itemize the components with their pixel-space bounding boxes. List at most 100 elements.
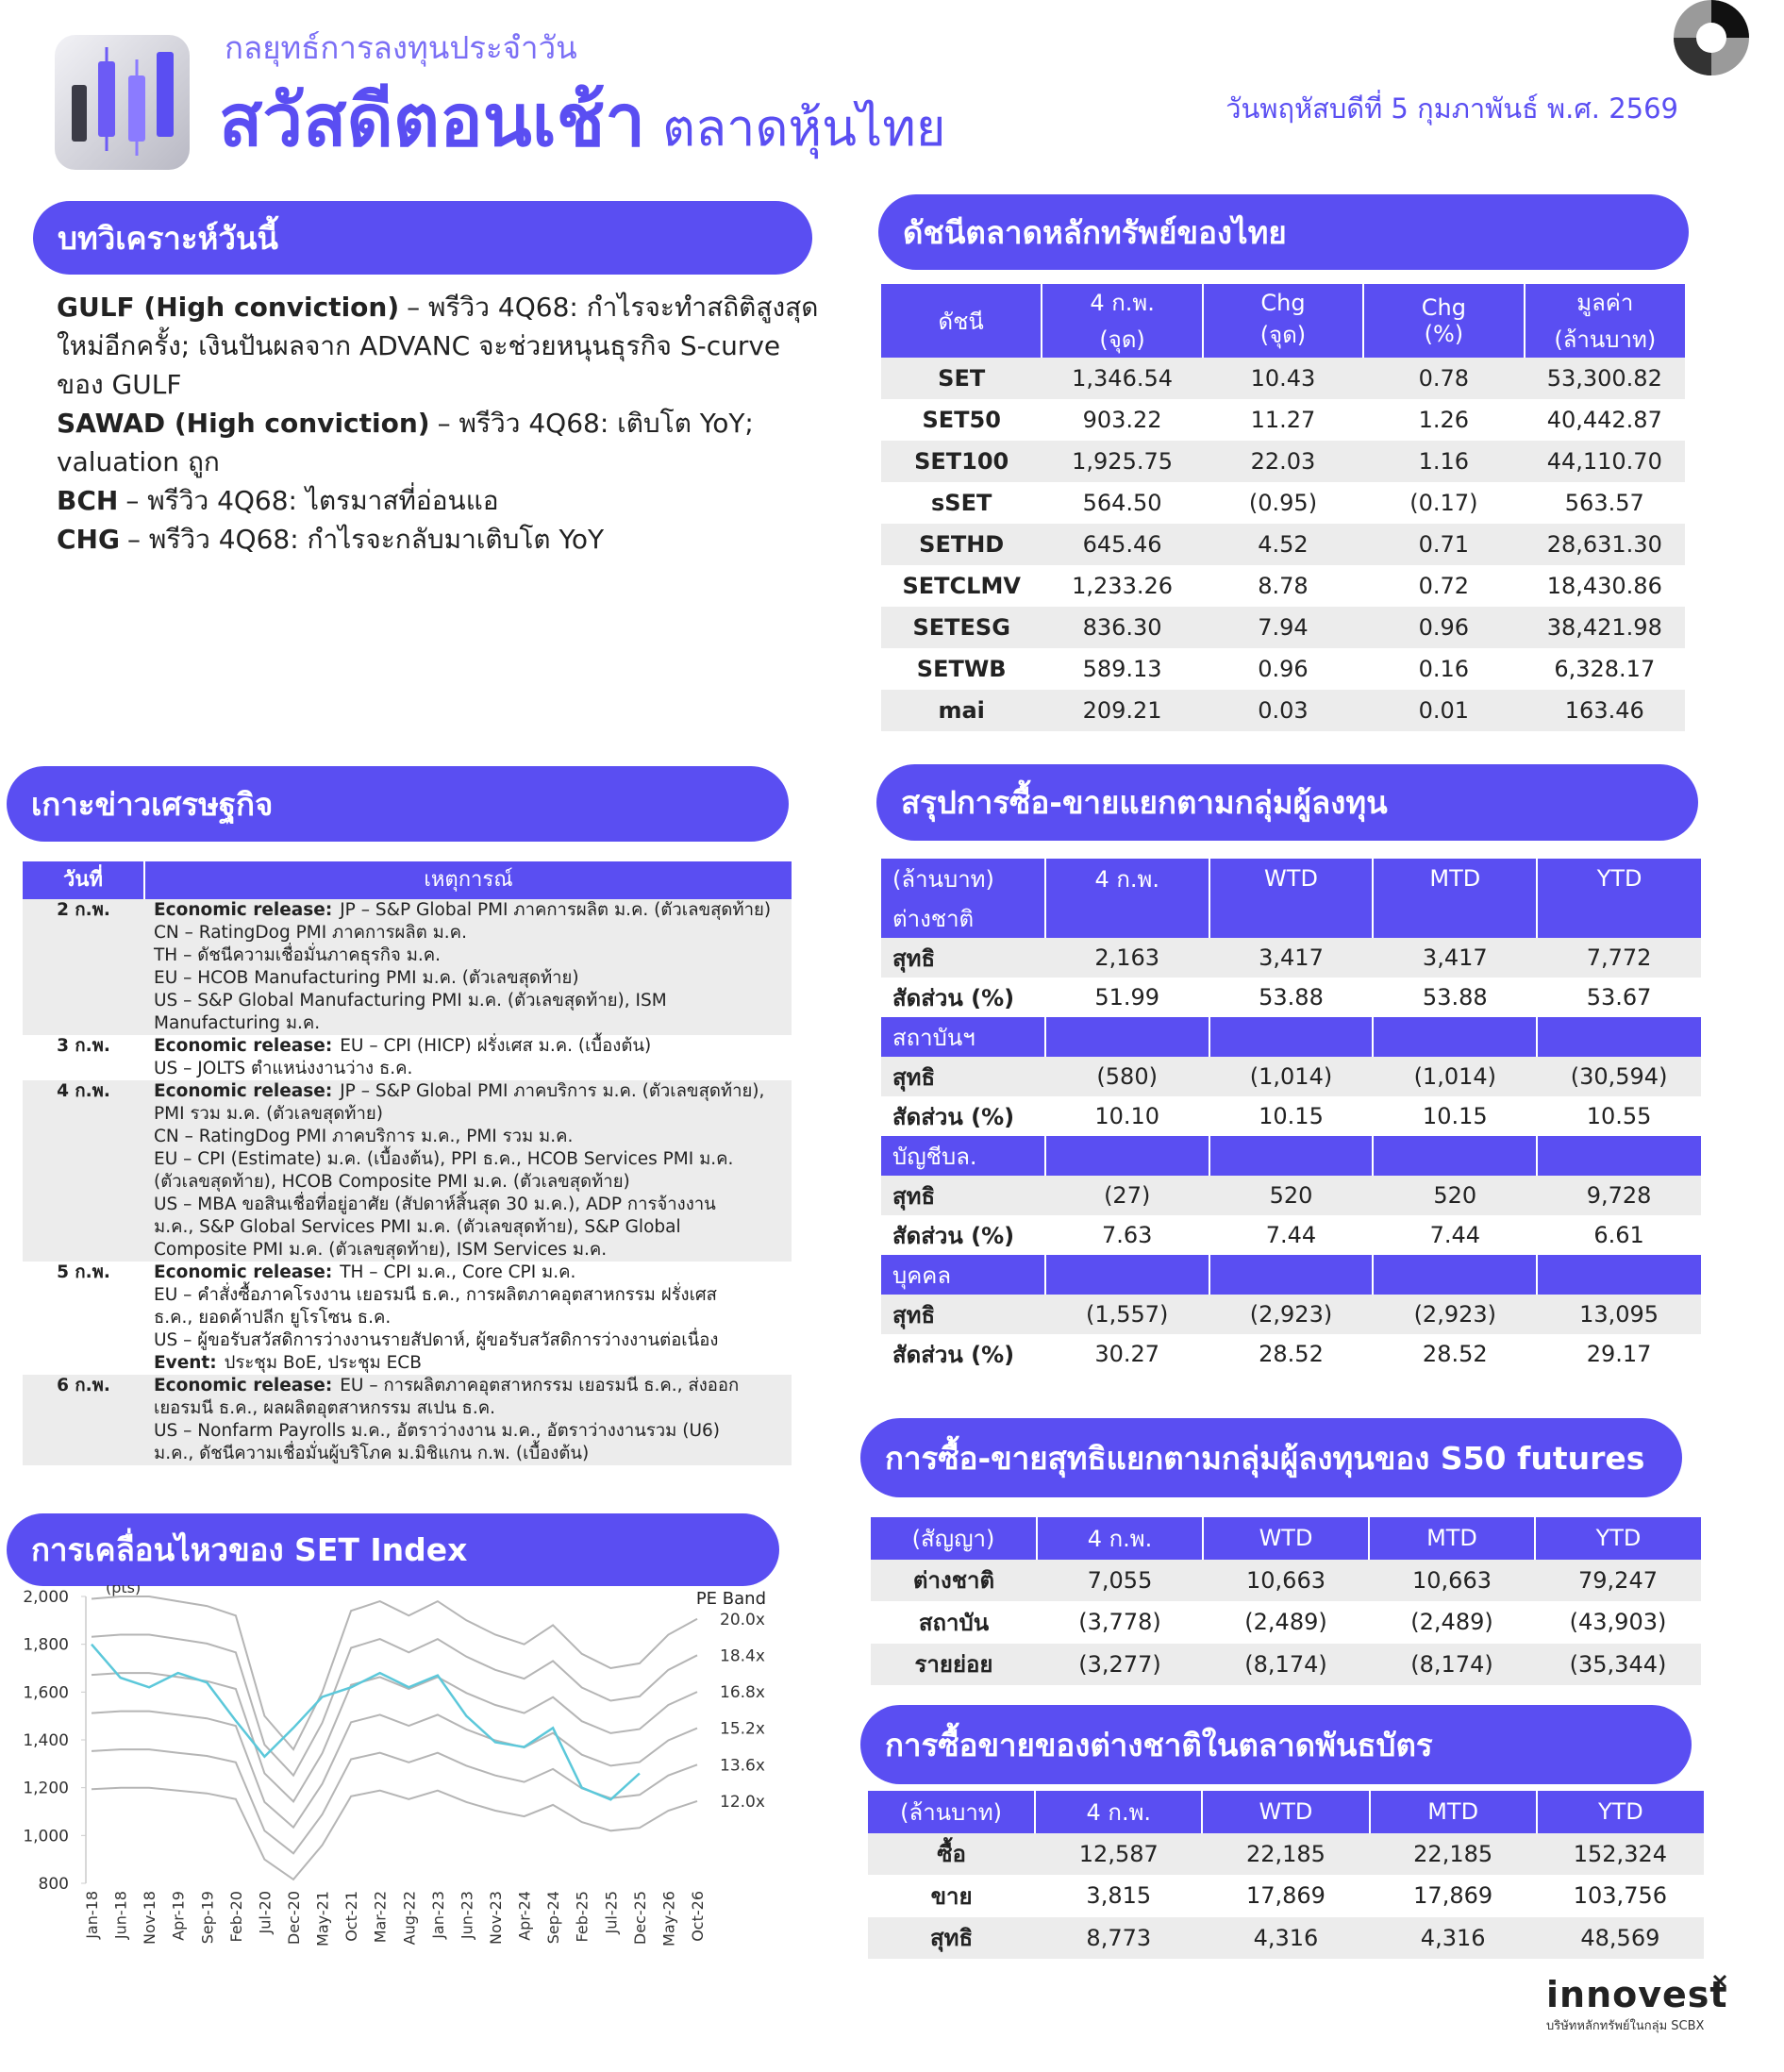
cell: 3,815 [1035,1875,1203,1917]
cell: 12,587 [1035,1832,1203,1875]
text-line: US – ผู้ขอรับสวัสดิการว่างงานรายสัปดาห์,… [154,1330,719,1350]
series-line [91,1633,698,1778]
text-line: Economic release: EU – การผลิตภาคอุตสาหกร… [154,1375,792,1397]
cell: 10.15 [1373,1096,1538,1136]
cell: 17,869 [1369,1875,1537,1917]
cell: 7,055 [1037,1559,1203,1601]
cell: (580) [1044,1057,1209,1096]
table-row: mai 209.21 0.03 0.01 163.46 [881,690,1685,731]
group-cell [1208,898,1374,938]
group-row: ต่างชาติ [881,898,1701,938]
cell: 38,421.98 [1524,607,1685,648]
table-row: สัดส่วน (%) 30.27 28.52 28.52 29.17 [881,1334,1701,1374]
cell: 1,233.26 [1042,565,1203,607]
header-row: (ล้านบาท) 4 ก.พ. WTD MTD YTD [881,859,1701,898]
text-line: ม.ค., ดัชนีความเชื่อมั่นผู้บริโภค ม.มิชิ… [154,1444,590,1463]
y-tick-label: 1,400 [23,1731,69,1750]
index-table: ดัชนี 4 ก.พ. (จุด) Chg (จุด) Chg (%) มูลค่า (ล้า… [881,284,1685,731]
section-header: การเคลื่อนไหวของ SET Index [7,1513,779,1586]
cell: 0.03 [1202,690,1364,731]
cell: 7.94 [1202,607,1364,648]
group-label: ต่างชาติ [881,898,1045,938]
header-cell: WTD [1202,1517,1369,1560]
text: JP – S&P Global PMI ภาคบริการ ม.ค. (ตัวเ… [340,1081,765,1101]
header-line: 4 ก.พ. [1090,290,1155,316]
x-tick-label: Mar-22 [372,1891,390,1943]
y-tick-label: 1,600 [23,1683,69,1702]
header-cell: MTD [1368,1791,1537,1833]
table-row: สัดส่วน (%) 7.63 7.44 7.44 6.61 [881,1215,1701,1255]
header-cell: MTD [1372,859,1538,898]
text-line: EU – HCOB Manufacturing PMI ม.ค. (ตัวเลข… [154,968,579,988]
header-line: ดัชนี [938,308,984,335]
cell: (2,489) [1369,1601,1535,1644]
x-tick-label: Feb-20 [227,1891,245,1942]
group-cell [1043,1017,1209,1057]
text-line: Economic release: JP – S&P Global PMI ภาค… [154,1080,792,1103]
row-label: SETCLMV [881,565,1042,607]
cell: 0.71 [1363,524,1525,565]
x-tick-label: Apr-24 [516,1891,534,1941]
band-label: 16.8x [720,1683,765,1702]
x-tick-label: Oct-26 [689,1891,707,1942]
bond-table: (ล้านบาท) 4 ก.พ. WTD MTD YTD ซื้อ 12,587 22,185… [868,1791,1704,1959]
group-cell [1372,898,1538,938]
group-cell [1208,1136,1374,1176]
text: – พรีวิว 4Q68: เติบโต YoY; [437,408,754,439]
table-row: 2 ก.พ. Economic release: JP – S&P Global P… [23,899,792,1035]
header-cell: วันที่ [23,861,144,899]
date-cell: 2 ก.พ. [23,899,144,1035]
x-tick-label: Feb-25 [574,1891,592,1942]
cell: 209.21 [1042,690,1203,731]
cell: (27) [1044,1176,1209,1215]
text-line: ธ.ค., ยอดค้าปลีก ยูโรโซน ธ.ค. [154,1308,392,1328]
y-tick-label: 800 [39,1875,69,1894]
text-line: BCH – พรีวิว 4Q68: ไตรมาสที่อ่อนแอ [57,481,818,520]
text-line: เยอรมนี ธ.ค., ผลผลิตอุตสาหกรรม สเปน ธ.ค. [154,1398,495,1418]
cell: 520 [1373,1176,1538,1215]
group-cell [1372,1017,1538,1057]
cell: 0.16 [1363,648,1525,690]
x-tick-label: Dec-25 [631,1891,649,1945]
x-tick-label: May-26 [659,1891,677,1947]
date-cell: 5 ก.พ. [23,1262,144,1375]
cell: 8,773 [1035,1916,1203,1959]
cell: 9,728 [1537,1176,1701,1215]
text: ประชุม BoE, ประชุม ECB [224,1353,422,1373]
band-label: 20.0x [720,1611,765,1629]
cell: 0.78 [1363,358,1525,399]
cell: 645.46 [1042,524,1203,565]
cell: 564.50 [1042,482,1203,524]
futures-table: (สัญญา) 4 ก.พ. WTD MTD YTD ต่างชาติ 7,055 10,66… [871,1517,1701,1685]
header-line: Chg [1421,294,1466,321]
text-line: PMI รวม ม.ค. (ตัวเลขสุดท้าย) [154,1104,383,1124]
title-block: สวัสดีตอนเช้า ตลาดหุ้นไทย [219,64,945,177]
header-cell: ดัชนี [881,284,1042,358]
group-cell [1536,898,1701,938]
cell: 10,663 [1203,1559,1369,1601]
cell: (0.95) [1202,482,1364,524]
x-tick-label: Sep-19 [198,1891,216,1944]
header-icon [55,35,190,170]
cell: 22,185 [1369,1832,1537,1875]
table-row: sSET 564.50 (0.95) (0.17) 563.57 [881,482,1685,524]
cell: 10.55 [1537,1096,1701,1136]
cell: 28,631.30 [1524,524,1685,565]
header-cell: 4 ก.พ. [1036,1517,1203,1560]
header-cell: (ล้านบาท) [881,859,1045,898]
header-line: (%) [1424,321,1464,347]
row-label: สัดส่วน (%) [881,1096,1045,1136]
analysis-text: GULF (High conviction) – พรีวิว 4Q68: กำไ… [57,288,818,559]
bold-text: CHG [57,524,120,555]
header-row: (สัญญา) 4 ก.พ. WTD MTD YTD [871,1517,1701,1560]
table-row: SET 1,346.54 10.43 0.78 53,300.82 [881,358,1685,399]
group-cell [1043,1136,1209,1176]
x-tick-label: Nov-23 [487,1891,505,1945]
band-title: PE Band [696,1589,766,1609]
x-tick-label: Jul-20 [256,1891,274,1934]
set-chart: 800 1,000 1,200 1,400 1,600 1,800 2,000 Jan-18 J… [23,1585,766,1947]
group-cell [1208,1017,1374,1057]
section-header: บทวิเคราะห์วันนี้ [33,201,812,275]
cell: 4,316 [1202,1916,1370,1959]
